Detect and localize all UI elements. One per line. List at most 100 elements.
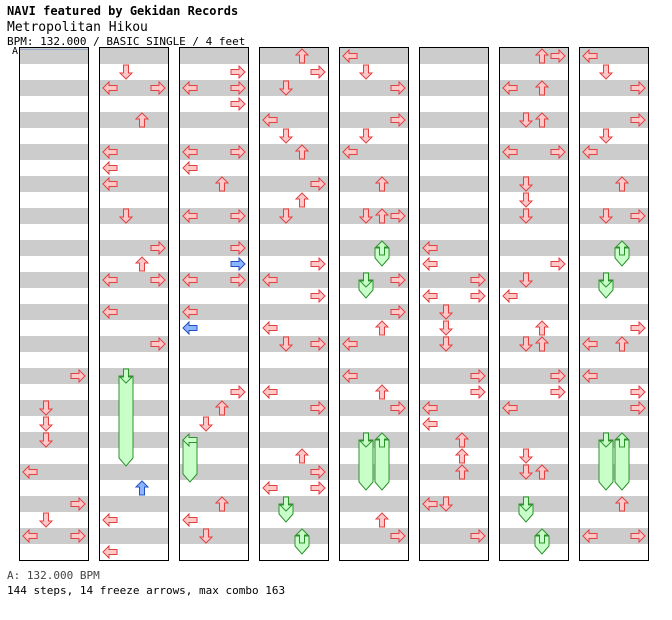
- beat-stripe: [500, 528, 568, 544]
- beat-stripe: [500, 400, 568, 416]
- left-arrow-icon: [422, 400, 438, 416]
- right-arrow-icon: [470, 288, 486, 304]
- beat-stripe: [340, 336, 408, 352]
- down-arrow-icon: [518, 448, 534, 464]
- up-arrow-icon: [614, 336, 630, 352]
- beat-stripe: [580, 272, 648, 288]
- beat-stripe: [500, 176, 568, 192]
- beat-stripe: [500, 336, 568, 352]
- beat-stripe: [420, 528, 488, 544]
- beat-stripe: [340, 432, 408, 448]
- beat-stripe: [180, 400, 248, 416]
- left-arrow-icon: [182, 144, 198, 160]
- down-arrow-icon: [118, 64, 134, 80]
- left-arrow-icon: [582, 48, 598, 64]
- down-arrow-icon: [118, 208, 134, 224]
- beat-stripe: [260, 144, 328, 160]
- beat-stripe: [100, 208, 168, 224]
- up-arrow-icon: [374, 208, 390, 224]
- beat-stripe: [580, 240, 648, 256]
- left-arrow-icon: [262, 112, 278, 128]
- left-arrow-icon: [182, 320, 198, 336]
- left-arrow-icon: [582, 336, 598, 352]
- chart-column: [19, 47, 89, 561]
- beat-stripe: [20, 112, 88, 128]
- freeze-arrow-body: [534, 535, 550, 555]
- right-arrow-icon: [230, 64, 246, 80]
- freeze-arrow-body: [118, 375, 134, 467]
- right-arrow-icon: [310, 288, 326, 304]
- right-arrow-icon: [150, 80, 166, 96]
- beat-stripe: [580, 432, 648, 448]
- down-arrow-icon: [438, 496, 454, 512]
- beat-stripe: [340, 208, 408, 224]
- up-arrow-icon: [374, 432, 390, 448]
- down-arrow-icon: [278, 208, 294, 224]
- beat-stripe: [20, 432, 88, 448]
- left-arrow-icon: [182, 432, 198, 448]
- left-arrow-icon: [262, 384, 278, 400]
- chart-column: [339, 47, 409, 561]
- left-arrow-icon: [182, 80, 198, 96]
- left-arrow-icon: [182, 304, 198, 320]
- down-arrow-icon: [358, 208, 374, 224]
- up-arrow-icon: [214, 176, 230, 192]
- right-arrow-icon: [630, 112, 646, 128]
- beat-stripe: [500, 240, 568, 256]
- beat-stripe: [180, 112, 248, 128]
- left-arrow-icon: [422, 288, 438, 304]
- up-arrow-icon: [214, 400, 230, 416]
- beat-stripe: [420, 240, 488, 256]
- down-arrow-icon: [518, 112, 534, 128]
- beat-stripe: [260, 400, 328, 416]
- beat-stripe: [260, 304, 328, 320]
- up-arrow-icon: [294, 528, 310, 544]
- beat-stripe: [580, 304, 648, 320]
- left-arrow-icon: [422, 240, 438, 256]
- right-arrow-icon: [310, 256, 326, 272]
- column-border: [19, 47, 89, 561]
- right-arrow-icon: [310, 464, 326, 480]
- beat-stripe: [180, 208, 248, 224]
- column-border: [499, 47, 569, 561]
- up-arrow-icon: [454, 448, 470, 464]
- beat-stripe: [180, 80, 248, 96]
- left-arrow-icon: [502, 288, 518, 304]
- right-arrow-icon: [230, 80, 246, 96]
- beat-stripe: [420, 112, 488, 128]
- beat-stripe: [580, 528, 648, 544]
- down-arrow-icon: [438, 304, 454, 320]
- beat-stripe: [20, 528, 88, 544]
- beat-stripe: [500, 464, 568, 480]
- beat-stripe: [260, 336, 328, 352]
- left-arrow-icon: [342, 144, 358, 160]
- beat-stripe: [340, 464, 408, 480]
- down-arrow-icon: [518, 208, 534, 224]
- column-border: [179, 47, 249, 561]
- beat-stripe: [420, 80, 488, 96]
- beat-stripe: [20, 496, 88, 512]
- beat-stripe: [340, 80, 408, 96]
- up-arrow-icon: [294, 144, 310, 160]
- up-arrow-icon: [534, 528, 550, 544]
- right-arrow-icon: [550, 384, 566, 400]
- beat-stripe: [260, 208, 328, 224]
- beat-stripe: [500, 432, 568, 448]
- beat-stripe: [100, 368, 168, 384]
- bpm-legend: A: 132.000 BPM: [7, 569, 100, 582]
- chart-column: [579, 47, 649, 561]
- beat-stripe: [340, 176, 408, 192]
- left-arrow-icon: [102, 272, 118, 288]
- right-arrow-icon: [310, 400, 326, 416]
- right-arrow-icon: [630, 400, 646, 416]
- beat-stripe: [420, 272, 488, 288]
- up-arrow-icon: [294, 192, 310, 208]
- beat-stripe: [260, 80, 328, 96]
- beat-stripe: [580, 496, 648, 512]
- freeze-arrow-body: [182, 439, 198, 483]
- column-border: [579, 47, 649, 561]
- left-arrow-icon: [102, 160, 118, 176]
- chart-summary: 144 steps, 14 freeze arrows, max combo 1…: [7, 584, 286, 597]
- beat-stripe: [100, 400, 168, 416]
